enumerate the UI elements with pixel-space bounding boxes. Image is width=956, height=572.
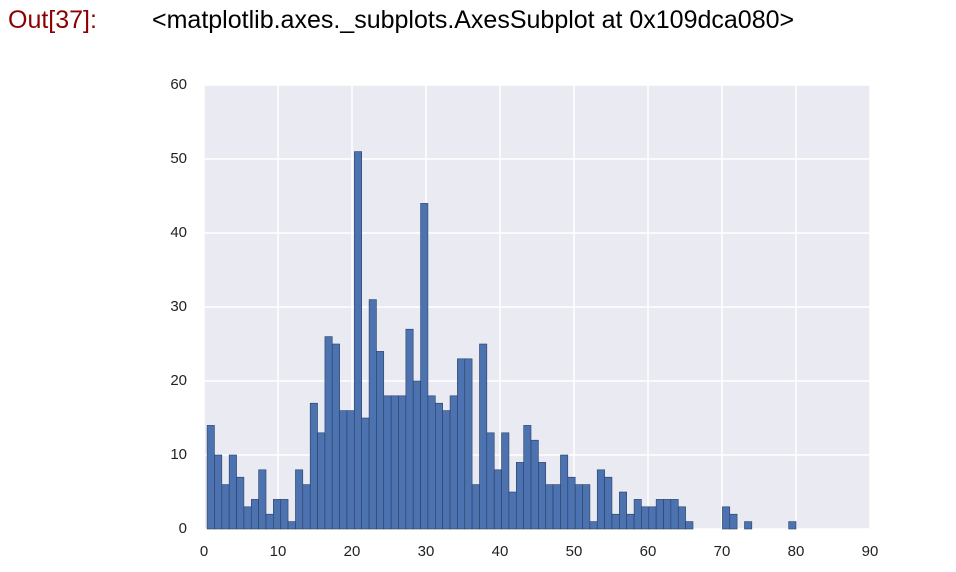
histogram-bar [530,439,539,530]
x-tick-label: 80 [788,543,805,560]
histogram-bar [479,343,488,530]
histogram-bar [670,499,679,530]
x-tick-label: 70 [714,543,731,560]
histogram-bar [405,328,414,530]
histogram-bar [574,484,583,530]
histogram-bar [560,454,569,530]
histogram-bar [471,484,480,530]
x-tick-label: 10 [270,543,287,560]
histogram-bar [493,469,502,530]
histogram-bar [317,432,326,530]
histogram-bar [265,513,274,530]
histogram-bar [442,410,451,530]
x-tick-label: 50 [566,543,583,560]
histogram-bar [523,425,532,530]
histogram-bar [354,151,362,530]
histogram-bar [589,521,598,530]
histogram-bar [250,499,259,530]
histogram-bar [273,499,282,530]
histogram-bar [722,506,731,530]
histogram-bar [604,476,613,530]
histogram-bar [508,491,517,530]
histogram-bar [582,484,591,530]
histogram-bar [346,410,355,530]
histogram-bar [648,506,657,530]
histogram-bar [309,402,318,530]
histogram-bar [368,299,377,530]
x-tick-label: 20 [344,543,361,560]
histogram-bar [633,499,642,530]
histogram-bar [243,506,252,530]
histogram-bar [228,454,237,530]
y-tick-label: 20 [170,372,187,389]
histogram-bar [729,513,738,530]
histogram-bar [619,491,627,530]
histogram-bar [236,476,245,530]
histogram-bar [515,462,524,530]
histogram-bar [221,484,230,530]
y-tick-label: 40 [170,224,187,241]
histogram-bar [302,484,311,530]
histogram-bar [287,521,296,530]
histogram-bar [501,432,510,530]
y-tick-label: 60 [170,76,187,93]
y-tick-label: 10 [170,446,187,463]
histogram-bar [398,395,407,530]
x-tick-label: 60 [640,543,657,560]
histogram-bar [677,506,686,530]
histogram-bar [390,395,399,530]
histogram-bar [596,469,605,530]
histogram-bar [383,395,392,530]
histogram-bar [214,454,223,530]
histogram-bar [464,358,473,530]
histogram-bar [280,499,289,530]
histogram-bar [545,484,554,530]
x-tick-label: 30 [418,543,435,560]
histogram-bar [324,336,333,530]
histogram-bar [376,351,385,530]
x-tick-label: 90 [862,543,879,560]
histogram-bar [641,506,650,530]
histogram-bar [655,499,664,530]
y-tick-label: 0 [179,520,187,537]
y-tick-label: 50 [170,150,187,167]
histogram-bar [427,395,436,530]
histogram-bar [626,513,635,530]
histogram-bar [538,462,547,530]
histogram-bar [611,513,620,530]
histogram-bar [788,521,797,530]
histogram-bar [449,395,458,530]
histogram-bar [486,432,495,530]
histogram-bar [339,410,348,530]
histogram-bar [663,499,672,530]
x-tick-label: 0 [200,543,208,560]
histogram-bar [744,521,753,530]
output-text: <matplotlib.axes._subplots.AxesSubplot a… [152,6,795,34]
histogram-bar [361,417,370,530]
histogram-bar [412,380,421,530]
x-tick-label: 40 [492,543,509,560]
histogram-bar [552,484,561,530]
histogram-bar [331,343,340,530]
histogram-bar [206,425,215,530]
histogram-bar [567,476,576,530]
histogram-bar [420,203,429,530]
histogram-bar [295,469,304,530]
output-prompt: Out[37]: [8,6,97,34]
y-tick-label: 30 [170,298,187,315]
histogram-bar [457,358,466,530]
histogram-bar [435,402,443,530]
histogram-bar [258,469,267,530]
histogram-bar [685,521,694,530]
